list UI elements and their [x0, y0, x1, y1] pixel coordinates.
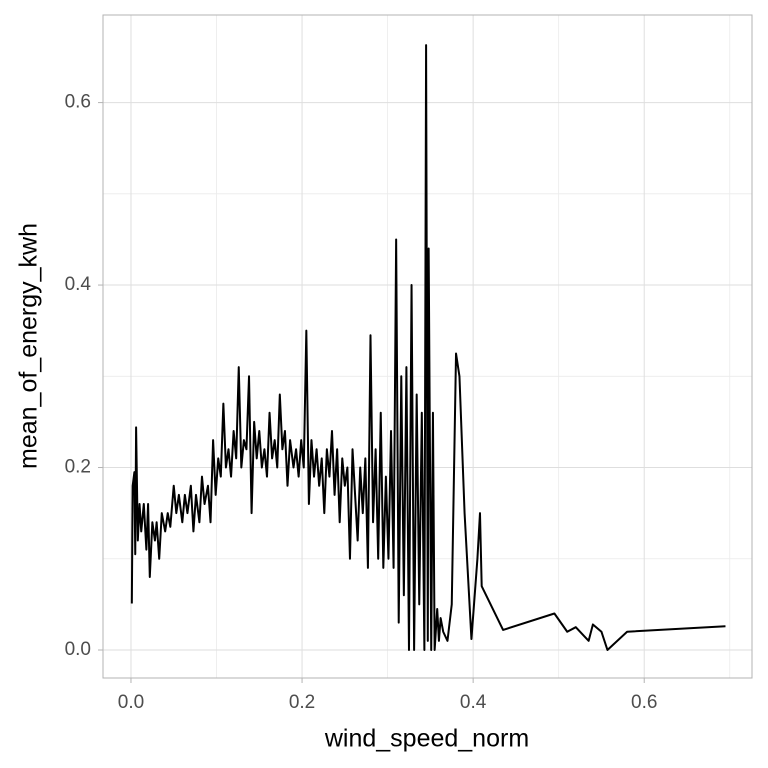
- x-tick-label: 0.4: [460, 692, 487, 713]
- x-tick-label: 0.6: [631, 692, 657, 713]
- x-tick-label: 0.0: [118, 692, 144, 713]
- y-tick-label: 0.0: [65, 639, 91, 660]
- line: [130, 44, 726, 651]
- y-tick-label: 0.6: [65, 92, 91, 113]
- y-tick-label: 0.2: [65, 457, 91, 478]
- y-axis-title: mean_of_energy_kwh: [15, 223, 43, 469]
- y-tick-label: 0.4: [65, 274, 92, 295]
- panel-border: [102, 14, 753, 679]
- x-axis-title: wind_speed_norm: [324, 725, 529, 753]
- x-tick-label: 0.2: [289, 692, 315, 713]
